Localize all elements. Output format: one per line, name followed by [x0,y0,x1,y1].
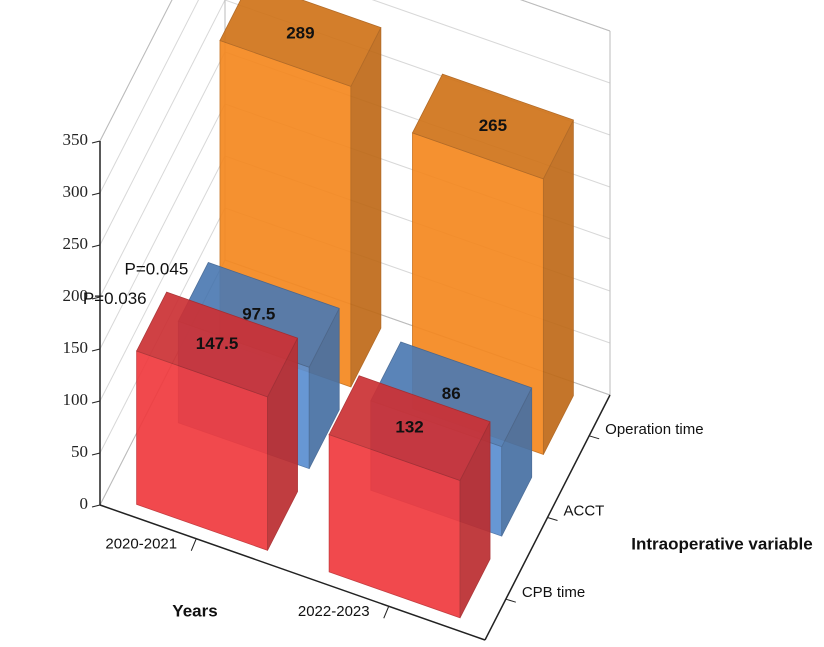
x-tick [190,538,197,551]
value-label: 132 [395,418,423,437]
z-tick [91,348,101,352]
z-tick [91,296,101,300]
bar-top [411,73,574,180]
z-tick [91,192,101,196]
x-tick-label: 2020-2021 [105,536,177,553]
z-tick-label: 150 [63,338,89,357]
z-tick-label: 350 [63,130,89,149]
z-tick-label: 0 [80,494,89,513]
z-tick [91,452,101,456]
bar-top [219,0,382,87]
value-label: 147.5 [196,334,239,353]
y-tick [589,435,600,440]
wall-edge [520,0,611,32]
value-label: 86 [442,384,461,403]
value-label: 289 [286,24,314,43]
z-tick-label: 300 [63,182,89,201]
y-tick-label: Operation time [605,421,703,438]
y-tick-label: ACCT [564,502,605,519]
value-label: 265 [479,116,507,135]
y-tick [505,598,516,603]
y-tick-label: CPB time [522,584,585,601]
bar [219,0,382,388]
grid-line [99,0,611,194]
z-tick-label: 250 [63,234,89,253]
x-tick-label: 2022-2023 [298,603,370,620]
y-tick [547,517,558,521]
z-tick-label: 200 [63,286,89,305]
z-tick [91,140,101,144]
annotation: P=0.036 [83,289,147,308]
bar [136,291,299,551]
bar-top [136,291,299,398]
z-tick-label: 50 [71,442,88,461]
bar-side [350,27,382,388]
x-axis [99,504,486,641]
y-axis-label: Intraoperative variable [631,534,812,553]
z-tick [91,244,101,248]
bar [328,375,491,619]
annotation: P=0.045 [124,259,188,278]
z-tick [91,504,101,508]
x-tick [383,606,390,619]
z-tick [91,400,101,404]
z-tick-label: 100 [63,390,89,409]
x-axis-label: Years [172,601,217,620]
wall-edge [99,0,173,142]
bar-top [328,375,491,481]
value-label: 97.5 [242,304,275,323]
